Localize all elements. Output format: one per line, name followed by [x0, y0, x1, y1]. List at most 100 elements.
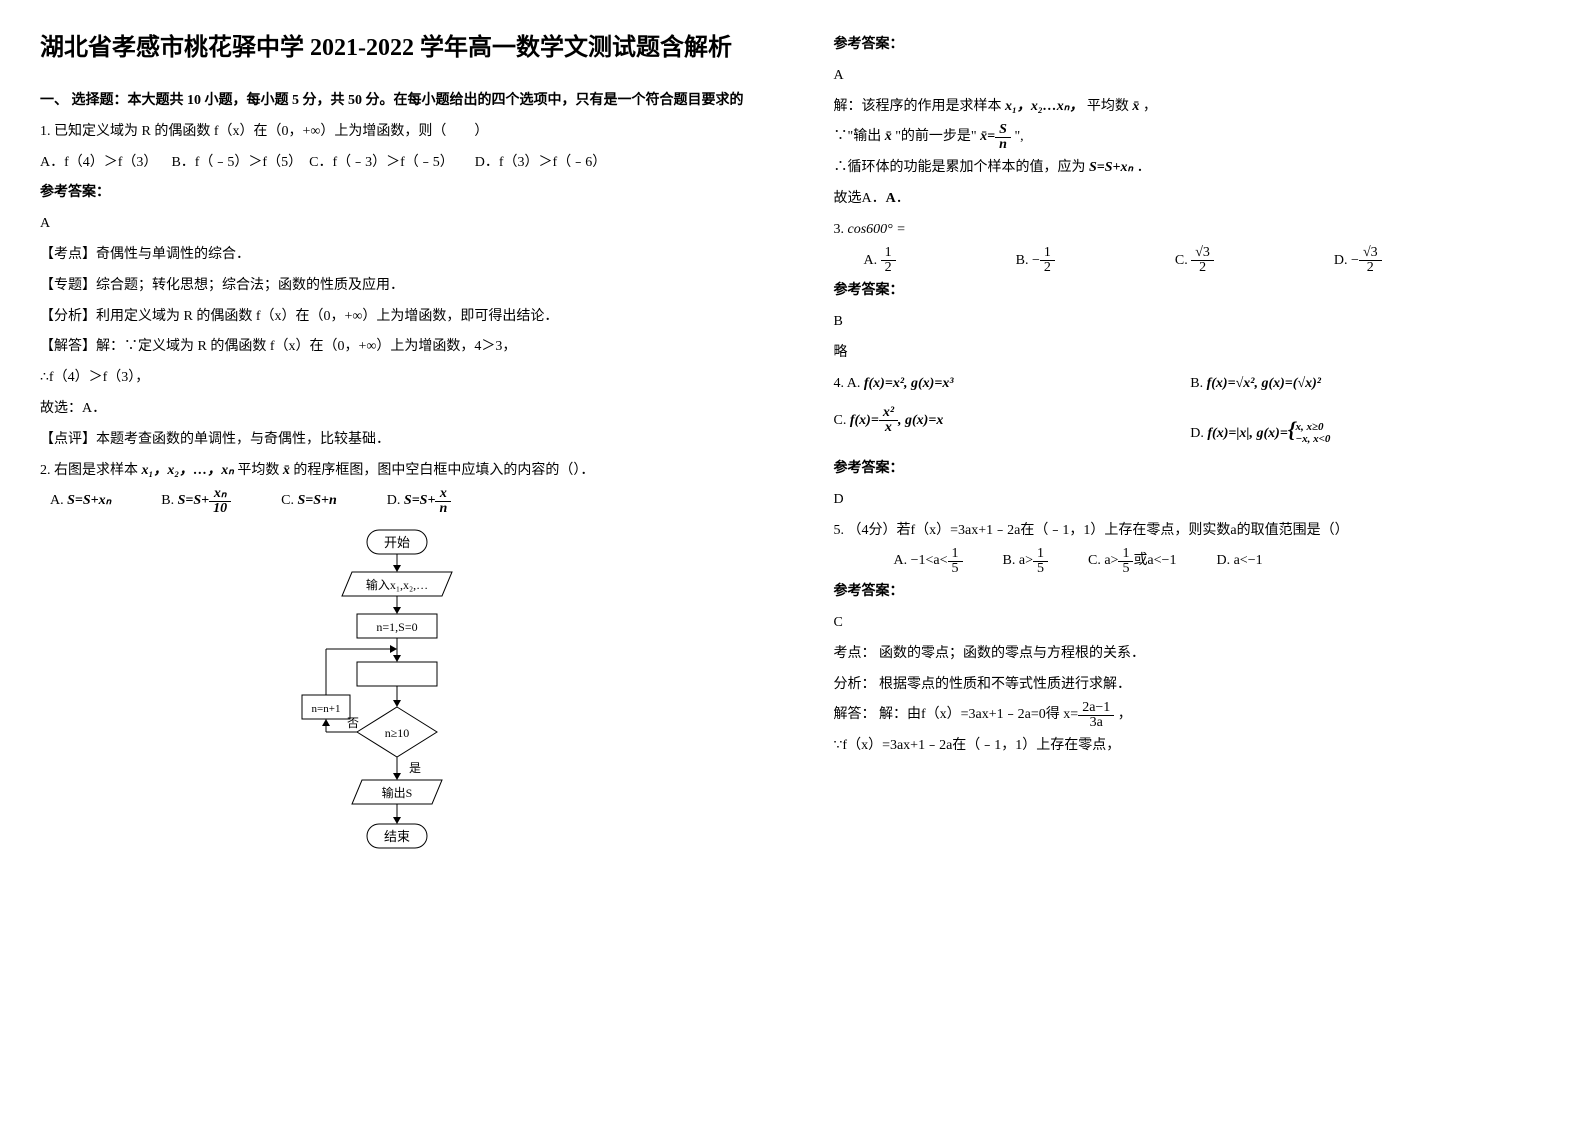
q4-c-m1: f(x)=: [850, 413, 879, 428]
q2-sol2-xbar-icon: x̄: [885, 129, 892, 144]
q2-b-label: B.: [161, 493, 174, 508]
q1-answer-label: 参考答案：: [40, 178, 754, 209]
q5-answer-label: 参考答案：: [834, 577, 1548, 608]
q2-stem-a: 2. 右图是求样本: [40, 463, 138, 478]
q2-d-num: x: [435, 487, 451, 502]
q5-c-l: C.: [1088, 553, 1101, 568]
q4-opt-b: B. f(x)=√x², g(x)=(√x)²: [1190, 369, 1547, 400]
q4-c-den: x: [879, 421, 898, 435]
q1-sol-2: 【专题】综合题；转化思想；综合法；函数的性质及应用．: [40, 271, 754, 302]
q2-frac-den: n: [995, 138, 1011, 152]
q5-s1: 解答： 解：由f（x）=3ax+1﹣2a=0得 x=2a−13a ，: [834, 700, 1548, 731]
flow-input: 输入x₁,x₂,…: [366, 577, 428, 592]
q1-sol-1: 【考点】奇偶性与单调性的综合．: [40, 240, 754, 271]
doc-title: 湖北省孝感市桃花驿中学 2021-2022 学年高一数学文测试题含解析: [40, 30, 754, 66]
q3-d-l: D.: [1334, 253, 1348, 268]
q1-opt-c: C．f（﹣3）＞f（﹣5）: [309, 155, 454, 170]
q2-c-label: C.: [281, 493, 294, 508]
left-column: 湖北省孝感市桃花驿中学 2021-2022 学年高一数学文测试题含解析 一、 选…: [0, 0, 794, 1122]
q2-sol1-a: 解：该程序的作用是求样本: [834, 99, 1002, 114]
flow-no: 否: [347, 716, 359, 730]
q4-a-l: A.: [847, 376, 861, 391]
q3-opt-b: B. −12: [1016, 246, 1055, 277]
q4-opt-d: D. f(x)=|x|, g(x)={x, x≥0−x, x<0: [1190, 406, 1547, 454]
q5-answer: C: [834, 608, 1548, 639]
q2-opt-d: D. S=S+xn: [387, 486, 451, 517]
q2-sol1-d: ，: [1143, 99, 1157, 114]
q3-c-den: 2: [1191, 261, 1214, 275]
q1-options: A．f（4）＞f（3） B．f（﹣5）＞f（5） C．f（﹣3）＞f（﹣5） D…: [40, 148, 754, 179]
q5-s2: ∵f（x）=3ax+1﹣2a在（﹣1，1）上存在零点，: [834, 731, 1548, 762]
q3-b-den: 2: [1040, 261, 1055, 275]
q2-opt-b: B. S=S+xₙ10: [161, 486, 231, 517]
q3-options: A. 12 B. −12 C. √32 D. −√32: [864, 246, 1548, 277]
q2-opt-a: A. S=S+xₙ: [50, 486, 111, 517]
q5-opt-c: C. a>15或a<−1: [1088, 546, 1176, 577]
q2-answer: A: [834, 61, 1548, 92]
flow-inc: n=n+1: [311, 703, 340, 715]
q4-d-l: D.: [1190, 426, 1204, 441]
q2-d-math: S=S+xn: [404, 493, 451, 508]
q2-d-label: D.: [387, 493, 401, 508]
q4-answer-label: 参考答案：: [834, 454, 1548, 485]
q4-d-br2: −x, x<0: [1295, 433, 1330, 445]
q2-sol-2: ∵"输出 x̄ "的前一步是" x̄=Sn ",: [834, 122, 1548, 153]
q2-b-math: S=S+xₙ10: [178, 493, 232, 508]
q5-b-l: B.: [1003, 553, 1016, 568]
q5-kp: 考点： 函数的零点；函数的零点与方程根的关系．: [834, 639, 1548, 670]
q2-stem: 2. 右图是求样本 x₁，x₂，…，xₙ 平均数 x̄ 的程序框图，图中空白框中…: [40, 456, 754, 487]
q5-opt-a: A. −1<a<15: [894, 546, 963, 577]
q4-d-m: f(x)=|x|, g(x)={x, x≥0−x, x<0: [1207, 426, 1330, 441]
q2-sol2-c: ",: [1014, 129, 1023, 144]
q3-d-num: √3: [1359, 246, 1382, 261]
q5-c-den: 5: [1118, 562, 1133, 576]
q5-c-num: 1: [1118, 547, 1133, 562]
q2-answer-label: 参考答案：: [834, 30, 1548, 61]
q5-b-m: a>: [1019, 553, 1033, 568]
q5-s1-den: 3a: [1078, 716, 1114, 730]
q5-stem: 5. （4分）若f（x）=3ax+1﹣2a在（﹣1，1）上存在零点，则实数a的取…: [834, 516, 1548, 547]
flow-cond: n≥10: [384, 726, 409, 740]
q2-stem-b: 平均数: [237, 463, 279, 478]
q2-sol3-c: ．: [1137, 160, 1151, 175]
q3-b-neg: −: [1032, 253, 1040, 268]
q2-b-den: 10: [209, 502, 231, 516]
q2-c-math: S=S+n: [297, 493, 336, 508]
q5-a-l: A.: [894, 553, 908, 568]
q4-c-m2: , g(x)=x: [898, 413, 943, 428]
q4-d-m1: f(x)=|x|, g(x)=: [1207, 426, 1287, 441]
q5-b-num: 1: [1033, 547, 1048, 562]
q2-sol-3: ∴循环体的功能是累加个样本的值，应为 S=S+xₙ ．: [834, 153, 1548, 184]
flowchart-svg: 开始 输入x₁,x₂,… n=1,S=0 n=n+1 n≥10 否: [297, 527, 497, 857]
q4-options: 4. A. f(x)=x², g(x)=x³ B. f(x)=√x², g(x)…: [834, 369, 1548, 454]
q5-s1b: ，: [1118, 707, 1132, 722]
q1-sol-3: 【分析】利用定义域为 R 的偶函数 f（x）在（0，+∞）上为增函数，即可得出结…: [40, 302, 754, 333]
q4-b-m: f(x)=√x², g(x)=(√x)²: [1207, 376, 1321, 391]
q2-sol-4: 故选A．A．: [834, 184, 1548, 215]
q3-num: 3.: [834, 222, 845, 237]
q2-sol4-a-icon: A: [886, 191, 896, 206]
q2-sol3-a: ∴循环体的功能是累加个样本的值，应为: [834, 160, 1086, 175]
q3-answer: B: [834, 307, 1548, 338]
q5-options: A. −1<a<15 B. a>15 C. a>15或a<−1 D. a<−1: [894, 546, 1548, 577]
q2-opt-c: C. S=S+n: [281, 486, 337, 517]
q1-sol-5: ∴f（4）＞f（3），: [40, 363, 754, 394]
q4-b-l: B.: [1190, 376, 1203, 391]
q3-c-l: C.: [1175, 253, 1188, 268]
q4-c-m: f(x)=x²x, g(x)=x: [850, 413, 943, 428]
q5-s1-num: 2a−1: [1078, 701, 1114, 716]
q2-sol1-c: 平均数: [1087, 99, 1129, 114]
q4-answer: D: [834, 485, 1548, 516]
q3-b-num: 1: [1040, 246, 1055, 261]
q3-a-l: A.: [864, 253, 878, 268]
flow-init: n=1,S=0: [376, 620, 417, 634]
q1-sol-6: 故选：A．: [40, 394, 754, 425]
q4-c-l: C.: [834, 413, 847, 428]
q4-d-br1: x, x≥0: [1295, 421, 1330, 433]
q2-sol2-a: ∵"输出: [834, 129, 882, 144]
q2-sol2-b: "的前一步是": [895, 129, 976, 144]
right-column: 参考答案： A 解：该程序的作用是求样本 x₁，x₂…xₙ， 平均数 x̄ ， …: [794, 0, 1587, 1122]
q5-a-den: 5: [948, 562, 963, 576]
q2-a-label: A.: [50, 493, 64, 508]
q2-sol1-xbar-icon: x̄: [1132, 99, 1139, 114]
